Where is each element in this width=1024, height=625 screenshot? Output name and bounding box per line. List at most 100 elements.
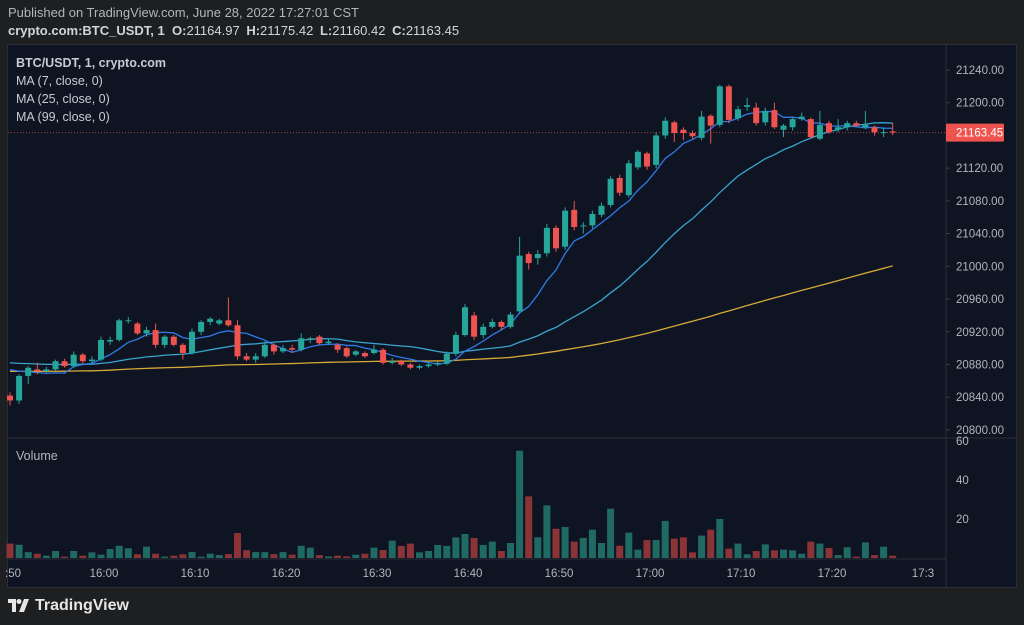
volume-bar: [170, 555, 178, 558]
price-tick-label: 20840.00: [956, 392, 1004, 404]
volume-bar: [461, 534, 469, 558]
candle-body: [798, 116, 805, 120]
volume-bar: [570, 541, 578, 558]
candle-body: [862, 124, 869, 128]
candle: [16, 374, 23, 404]
candle-body: [225, 320, 232, 326]
legend-ma99[interactable]: MA (99, close, 0): [16, 110, 110, 124]
price-tick-label: 21000.00: [956, 261, 1004, 273]
candle: [380, 348, 387, 365]
volume-bar: [115, 545, 123, 558]
volume-bar: [798, 553, 806, 558]
tradingview-logo-icon: [8, 599, 29, 612]
candle: [161, 335, 168, 349]
candle-body: [489, 321, 496, 327]
candle-body: [298, 338, 305, 350]
candle-body: [580, 225, 587, 227]
candle-body: [34, 369, 41, 372]
candle-body: [316, 336, 323, 344]
candle-body: [16, 375, 23, 401]
time-tick-label: 17:00: [636, 568, 665, 580]
volume-bar: [834, 555, 842, 558]
candle: [79, 353, 86, 365]
candle: [816, 110, 823, 141]
candle: [671, 120, 678, 142]
last-price-badge: [946, 123, 1004, 142]
volume-bar: [752, 550, 760, 558]
candle: [70, 351, 77, 368]
candle: [853, 120, 860, 128]
volume-bar: [497, 550, 505, 558]
candle-body: [280, 348, 286, 352]
candle-body: [553, 227, 559, 249]
candle: [634, 150, 641, 170]
candle: [771, 102, 778, 129]
candle: [798, 112, 805, 121]
volume-tick-label: 60: [956, 436, 969, 448]
candle: [234, 320, 241, 360]
legend-ma7[interactable]: MA (7, close, 0): [16, 74, 103, 88]
candle: [616, 174, 623, 196]
candle: [88, 356, 95, 363]
ma25-line: [9, 122, 893, 366]
time-tick-label: 16:00: [90, 568, 119, 580]
candle-body: [771, 110, 778, 128]
candle-body: [134, 323, 141, 334]
volume-bar: [325, 556, 332, 558]
volume-bar: [370, 547, 378, 558]
candle-body: [434, 362, 441, 365]
volume-bar: [334, 555, 342, 558]
volume-legend[interactable]: Volume: [16, 449, 58, 463]
candle-body: [352, 351, 359, 355]
volume-bar: [6, 543, 14, 558]
candle: [225, 297, 232, 327]
candle-body: [25, 367, 32, 376]
candle: [462, 303, 468, 337]
candle: [425, 362, 432, 368]
candle-body: [416, 366, 423, 368]
volume-bar: [816, 543, 824, 558]
candle-body: [389, 361, 396, 363]
last-price-label: 21163.45: [956, 128, 1003, 140]
candle: [716, 84, 723, 128]
volume-bar: [306, 547, 314, 558]
volume-bar: [224, 554, 232, 558]
price-tick-label: 21200.00: [956, 98, 1004, 110]
volume-bar: [725, 548, 733, 558]
candle-body: [716, 86, 723, 125]
volume-bar: [425, 550, 433, 558]
candle-body: [189, 331, 195, 354]
tradingview-logo[interactable]: TradingView: [8, 597, 129, 615]
candle-body: [170, 336, 177, 345]
volume-bar: [443, 545, 451, 558]
candle-body: [371, 349, 377, 354]
candle-body: [607, 178, 614, 205]
candle-body: [152, 330, 159, 345]
volume-bar: [871, 555, 878, 558]
chart-legend: BTC/USDT, 1, crypto.com MA (7, close, 0)…: [16, 54, 166, 126]
candle: [352, 349, 359, 357]
candle: [116, 318, 123, 342]
volume-bar: [634, 549, 642, 558]
candle: [443, 351, 450, 366]
volume-bar: [889, 555, 897, 558]
volume-bar: [352, 554, 360, 558]
volume-bar: [243, 550, 251, 558]
volume-bar: [161, 556, 169, 558]
candle-body: [234, 325, 241, 357]
candle: [889, 122, 896, 136]
candle-body: [880, 132, 887, 134]
volume-bar: [843, 547, 851, 558]
candle: [780, 123, 787, 138]
candle: [389, 357, 396, 365]
legend-ma25[interactable]: MA (25, close, 0): [16, 92, 110, 106]
candle: [316, 335, 323, 345]
candle: [325, 338, 332, 345]
candle-body: [480, 326, 487, 336]
candle: [143, 326, 150, 337]
time-tick-label: 17:3: [912, 568, 934, 580]
volume-bar: [707, 529, 715, 558]
candle: [744, 97, 751, 111]
candle: [835, 119, 842, 133]
